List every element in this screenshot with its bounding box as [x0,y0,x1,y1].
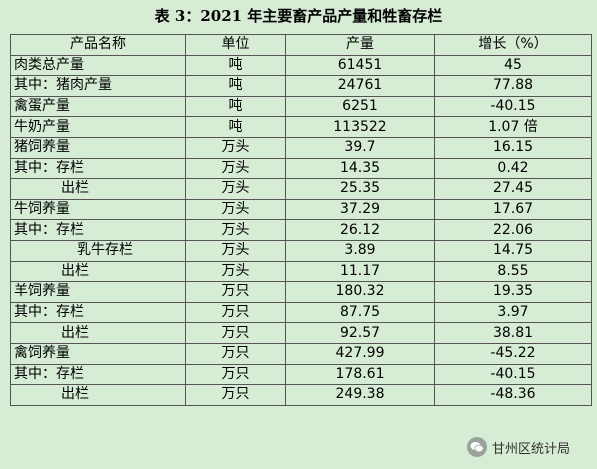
row-output: 25.35 [285,178,435,200]
row-growth: 45 [434,54,592,77]
row-name: 其中：存栏 [10,301,186,324]
row-unit: 万只 [185,281,286,303]
row-unit: 万只 [185,301,286,324]
table-header-row: 产品名称 单位 产量 增长（%） [10,34,592,56]
table-row: 牛饲养量 万头 37.29 17.67 [10,198,592,221]
row-output: 427.99 [285,342,435,365]
table-row: 出栏 万只 249.38 -48.36 [10,384,592,406]
table-row: 禽蛋产量吨 6251 -40.15 [10,95,592,118]
row-growth: 8.55 [434,260,592,283]
row-output: 37.29 [285,198,435,221]
row-name: 肉类总产量 [10,54,186,77]
row-name: 羊饲养量 [10,281,186,303]
row-unit: 万头 [185,239,286,262]
row-output: 6251 [285,95,435,118]
header-product-name: 产品名称 [10,34,186,56]
table-row: 其中：存栏 万头 14.35 0.42 [10,157,592,180]
row-output: 61451 [285,54,435,77]
row-name: 猪饲养量 [10,136,186,159]
row-name: 其中：存栏 [10,157,186,180]
row-growth: -40.15 [434,95,592,118]
watermark: 甘州区统计局 [467,436,570,458]
row-growth: 16.15 [434,136,592,159]
row-growth: 27.45 [434,178,592,200]
row-name: 乳牛存栏 [10,239,186,262]
row-unit: 万头 [185,157,286,180]
row-name: 出栏 [10,178,186,200]
row-name: 其中：存栏 [10,219,186,241]
header-output: 产量 [285,34,435,56]
row-growth: 3.97 [434,301,592,324]
row-unit: 吨 [185,75,286,97]
row-output: 11.17 [285,260,435,283]
row-name: 其中：存栏 [10,363,186,386]
row-name: 禽蛋产量 [10,95,186,118]
row-output: 26.12 [285,219,435,241]
watermark-text: 甘州区统计局 [492,441,571,457]
table-row: 其中：存栏 万只 178.61 -40.15 [10,363,592,386]
table-title: 表 3：2021 年主要畜产品产量和牲畜存栏 [154,7,443,25]
row-output: 87.75 [285,301,435,324]
row-name: 牛奶产量 [10,116,186,138]
table-row: 其中：猪肉产量吨 24761 77.88 [10,75,592,97]
row-name: 出栏 [10,260,186,283]
table-row: 牛奶产量吨 113522 1.07 倍 [10,116,592,138]
header-growth: 增长（%） [434,34,592,56]
row-growth: 14.75 [434,239,592,262]
table-row: 其中：存栏 万只 87.75 3.97 [10,301,592,324]
row-growth: 38.81 [434,322,592,344]
row-output: 39.7 [285,136,435,159]
row-output: 92.57 [285,322,435,344]
row-growth: 77.88 [434,75,592,97]
wechat-icon [467,437,487,457]
row-unit: 万只 [185,342,286,365]
table-row: 出栏 万头 11.17 8.55 [10,260,592,283]
row-unit: 吨 [185,116,286,138]
row-name: 出栏 [10,322,186,344]
table-row: 禽饲养量 万只 427.99 -45.22 [10,342,592,365]
row-unit: 万头 [185,198,286,221]
row-unit: 万头 [185,219,286,241]
table-row: 羊饲养量 万只 180.32 19.35 [10,281,592,303]
livestock-table: 产品名称 单位 产量 增长（%） 肉类总产量吨 61451 45 其中：猪肉产量吨 24… [10,34,592,406]
row-unit: 万头 [185,136,286,159]
row-unit: 吨 [185,95,286,118]
row-name: 牛饲养量 [10,198,186,221]
table-row: 乳牛存栏 万头 3.89 14.75 [10,239,592,262]
row-output: 113522 [285,116,435,138]
table-row: 其中：存栏 万头 26.12 22.06 [10,219,592,241]
row-unit: 万只 [185,322,286,344]
header-unit: 单位 [185,34,286,56]
row-output: 3.89 [285,239,435,262]
row-growth: -48.36 [434,384,592,406]
row-growth: 19.35 [434,281,592,303]
row-output: 249.38 [285,384,435,406]
row-growth: 17.67 [434,198,592,221]
row-name: 出栏 [10,384,186,406]
row-unit: 万头 [185,260,286,283]
table-row: 出栏 万只 92.57 38.81 [10,322,592,344]
row-name: 其中：猪肉产量 [10,75,186,97]
row-unit: 万只 [185,363,286,386]
row-growth: -45.22 [434,342,592,365]
row-unit: 吨 [185,54,286,77]
row-output: 180.32 [285,281,435,303]
row-growth: 22.06 [434,219,592,241]
row-growth: 1.07 倍 [434,116,592,138]
row-output: 24761 [285,75,435,97]
row-growth: 0.42 [434,157,592,180]
table-row: 出栏 万头 25.35 27.45 [10,178,592,200]
row-unit: 万头 [185,178,286,200]
row-growth: -40.15 [434,363,592,386]
row-unit: 万只 [185,384,286,406]
row-output: 14.35 [285,157,435,180]
row-output: 178.61 [285,363,435,386]
row-name: 禽饲养量 [10,342,186,365]
table-row: 猪饲养量 万头 39.7 16.15 [10,136,592,159]
table-row: 肉类总产量吨 61451 45 [10,54,592,77]
